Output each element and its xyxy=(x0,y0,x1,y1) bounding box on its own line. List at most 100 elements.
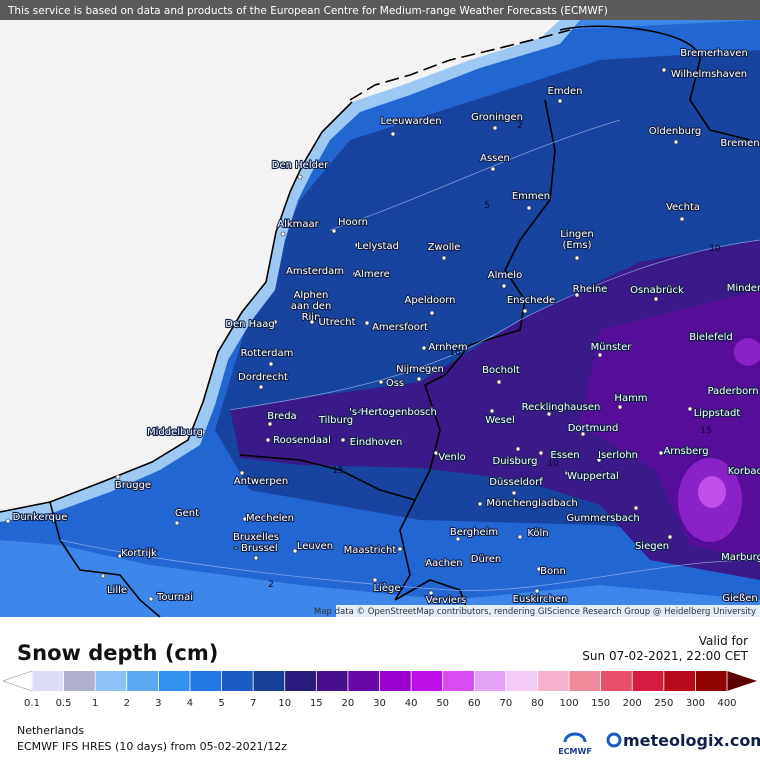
city-label: Breda xyxy=(267,411,296,422)
brand-icon xyxy=(606,732,622,748)
city-label: Zwolle xyxy=(428,242,461,253)
city-dot xyxy=(574,255,580,261)
colorbar-label: 70 xyxy=(499,698,512,709)
city-label: Leuven xyxy=(297,541,333,552)
zone-peak xyxy=(698,476,726,508)
city-dot xyxy=(534,588,540,594)
city-dot xyxy=(372,577,378,583)
colorbar-bin xyxy=(569,671,601,691)
city-dot xyxy=(309,319,315,325)
city-label: Duisburg xyxy=(493,456,538,467)
city-label: Bremerhaven xyxy=(680,48,748,59)
city-dot xyxy=(653,296,659,302)
city-label: Bielefeld xyxy=(689,332,733,343)
city-dot xyxy=(265,437,271,443)
city-dot xyxy=(421,345,427,351)
disclaimer: This service is based on data and produc… xyxy=(7,5,608,17)
colorbar-bin xyxy=(474,671,506,691)
city-label: Hamm xyxy=(614,393,647,404)
city-dot xyxy=(477,501,483,507)
city-label: Wesel xyxy=(485,415,515,426)
city-dot xyxy=(100,573,106,579)
city-dot xyxy=(511,490,517,496)
colorbar-label: 0.1 xyxy=(24,698,40,709)
city-dot xyxy=(268,361,274,367)
city-label: Liège xyxy=(373,582,400,594)
colorbar-over xyxy=(727,671,757,691)
colorbar-label: 1 xyxy=(92,698,98,709)
colorbar-bin xyxy=(505,671,538,691)
colorbar-bin xyxy=(600,671,633,691)
city-label: Wuppertal xyxy=(567,471,619,482)
valid-time: Sun 07-02-2021, 22:00 CET xyxy=(582,649,748,663)
city-dot xyxy=(661,67,667,73)
city-label: Mönchengladbach xyxy=(486,498,577,509)
city-label: Middelburg xyxy=(147,427,203,438)
city-label: Paderborn xyxy=(707,386,758,397)
city-dot xyxy=(280,231,286,237)
city-label: Bocholt xyxy=(482,365,520,376)
ecmwf-logo: ECMWF xyxy=(558,747,592,756)
colorbar-label: 40 xyxy=(405,698,418,709)
contour xyxy=(329,119,621,231)
city-dot xyxy=(538,450,544,456)
city-label: Gummersbach xyxy=(566,513,639,524)
coastline xyxy=(0,101,353,513)
city-dot xyxy=(546,411,552,417)
city-dot xyxy=(390,131,396,137)
city-label: Tilburg xyxy=(318,415,353,426)
city-dot xyxy=(455,536,461,542)
city-label: - Brussel xyxy=(234,543,277,554)
city-label: Nijmegen xyxy=(396,364,444,375)
border-be-fr xyxy=(49,501,161,618)
colorbar: 0.1 0.5 1 2 3 4 5 7 10 15 20 30 40 50 60 70 80 100 150 200 2… xyxy=(2,670,757,709)
city-label: Apeldoorn xyxy=(405,295,456,306)
colorbar-bin xyxy=(63,671,96,691)
city-dot xyxy=(536,566,542,572)
city-dot xyxy=(239,470,245,476)
city-dot xyxy=(490,166,496,172)
attribution-bg xyxy=(336,605,760,617)
city-dot xyxy=(517,534,523,540)
city-dot xyxy=(267,421,273,427)
contour-label: 10 xyxy=(547,459,559,469)
city-dot xyxy=(667,534,673,540)
city-dot xyxy=(200,429,206,435)
city-dot xyxy=(352,271,358,277)
colorbar-bin xyxy=(537,671,570,691)
colorbar-label: 20 xyxy=(342,698,355,709)
city-label: Rotterdam xyxy=(241,348,294,359)
colorbar-label: 150 xyxy=(591,698,610,709)
city-dot xyxy=(258,384,264,390)
colorbar-label: 2 xyxy=(124,698,130,709)
city-dot xyxy=(148,596,154,602)
city-label: Amsterdam xyxy=(286,266,344,277)
contour xyxy=(59,539,760,591)
city-label: Aachen xyxy=(425,558,462,569)
city-dot xyxy=(617,404,623,410)
city-label: Bonn xyxy=(540,566,566,577)
city-dot xyxy=(272,319,278,325)
city-dot xyxy=(174,520,180,526)
colorbar-label: 30 xyxy=(373,698,386,709)
city-label: Marburg xyxy=(721,552,760,563)
city-label: Alphen xyxy=(294,290,329,301)
city-dot xyxy=(658,450,664,456)
colorbar-bin xyxy=(32,671,64,691)
city-dot xyxy=(253,555,259,561)
city-label: Almelo xyxy=(488,270,522,281)
city-label: Düsseldorf xyxy=(489,477,543,488)
city-label: Lingen xyxy=(560,229,594,240)
city-dot xyxy=(292,548,298,554)
city-label: Utrecht xyxy=(318,317,355,328)
city-label: Antwerpen xyxy=(234,476,288,487)
ecmwf-icon xyxy=(563,732,587,743)
border-be-de xyxy=(394,579,471,618)
city-label: Eindhoven xyxy=(350,437,403,448)
colorbar-bin xyxy=(95,671,127,691)
city-dot xyxy=(429,310,435,316)
brand: meteologix.com xyxy=(623,731,760,750)
city-dot xyxy=(428,590,434,596)
colorbar-bin xyxy=(411,671,443,691)
city-label: Almere xyxy=(354,269,390,280)
